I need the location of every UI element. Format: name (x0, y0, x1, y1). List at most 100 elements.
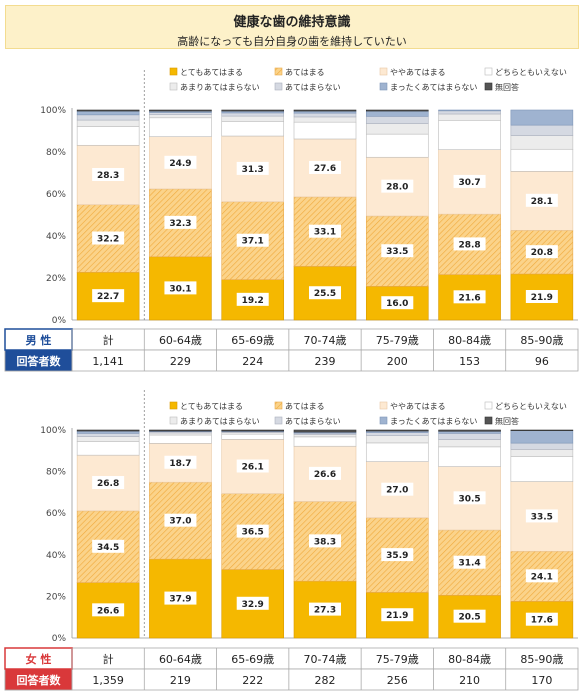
data-label: 37.0 (169, 517, 191, 527)
data-label-bg (309, 602, 341, 616)
data-label-bg (525, 193, 558, 207)
bar-segment (510, 449, 574, 457)
bar-segment (76, 110, 140, 116)
data-label-bg (381, 179, 414, 193)
data-label: 30.1 (169, 284, 191, 294)
legend-swatch (169, 67, 178, 76)
data-label: 32.3 (169, 219, 191, 229)
legend-swatch (169, 416, 178, 425)
count-value: 222 (242, 674, 263, 687)
bar-segment (438, 119, 501, 150)
legend-label: 無回答 (495, 82, 519, 92)
data-label-bg (164, 281, 197, 295)
category-label: 60-64歳 (159, 334, 202, 347)
bar-segment (149, 434, 212, 444)
legend-swatch (169, 82, 178, 91)
data-label-bg (92, 289, 125, 303)
data-label: 17.6 (531, 616, 553, 626)
legend-swatch (484, 401, 493, 410)
bar-segment (438, 110, 501, 115)
legend-swatch (274, 67, 283, 76)
data-label: 26.6 (314, 470, 336, 480)
bar-segment (221, 109, 285, 112)
bar-segment (365, 435, 429, 444)
data-label-bg (164, 215, 197, 229)
data-label-bg (236, 524, 269, 538)
legend-swatch (484, 416, 493, 425)
legend-label: あてはまらない (285, 83, 341, 92)
bar-segment (149, 109, 212, 112)
bar-segment (510, 135, 574, 150)
data-label: 28.3 (97, 171, 119, 181)
legend-label: どちらともいえない (495, 68, 567, 77)
bar-segment (221, 429, 285, 432)
legend-label: あてはまる (285, 402, 325, 411)
bar-segment (365, 133, 429, 158)
bar-segment (510, 456, 574, 482)
bar-segment (438, 109, 501, 112)
table-row (4, 328, 579, 351)
data-label: 30.5 (458, 494, 480, 504)
data-label-bg (453, 555, 486, 569)
count-value: 239 (315, 355, 336, 368)
category-label: 計 (103, 652, 114, 666)
data-label: 27.6 (314, 164, 336, 174)
data-label-bg (92, 476, 125, 490)
data-label: 38.3 (314, 537, 336, 547)
y-tick-label: 80% (46, 148, 66, 158)
bar-segment (149, 429, 212, 432)
legend-label: まったくあてはまらない (390, 417, 477, 426)
bar-segment (438, 429, 501, 432)
legend-swatch (379, 67, 388, 76)
legend-swatch (274, 416, 283, 425)
data-label-bg (236, 292, 269, 306)
category-label: 85-90歳 (520, 653, 563, 666)
category-label: 80-84歳 (448, 653, 491, 666)
data-label: 34.5 (97, 543, 119, 553)
category-label: 70-74歳 (304, 653, 347, 666)
legend-swatch (379, 416, 388, 425)
data-label-bg (309, 286, 341, 300)
y-tick-label: 100% (40, 106, 66, 116)
data-label-bg (236, 233, 269, 247)
y-tick-label: 60% (46, 190, 66, 200)
bar-segment (293, 110, 357, 114)
data-label: 27.3 (314, 606, 336, 616)
y-tick-label: 40% (46, 551, 66, 561)
bar-segment (149, 117, 212, 137)
table-row (4, 647, 579, 670)
data-label: 24.9 (169, 159, 191, 169)
data-label: 33.5 (386, 247, 408, 257)
count-value: 224 (242, 355, 263, 368)
bar-segment (293, 112, 357, 118)
bar-segment (438, 433, 501, 440)
bar-segment (293, 434, 357, 438)
count-value: 1,359 (92, 674, 124, 687)
legend-label: ややあてはまる (390, 402, 446, 411)
category-label: 75-79歳 (376, 653, 419, 666)
bar-segment (221, 112, 285, 117)
category-label: 70-74歳 (304, 334, 347, 347)
chart-header: 健康な歯の維持意識 高齢になっても自分自身の歯を維持していたい (5, 5, 579, 49)
chart-title: 健康な歯の維持意識 (233, 15, 351, 30)
count-value: 153 (459, 355, 480, 368)
legend-swatch (484, 67, 493, 76)
y-tick-label: 80% (46, 468, 66, 478)
bar-segment (221, 121, 285, 137)
legend-swatch (274, 82, 283, 91)
data-label-bg (381, 296, 414, 310)
table-row (4, 668, 579, 691)
data-label-bg (309, 224, 341, 238)
data-label: 35.9 (386, 551, 408, 561)
count-value: 256 (387, 674, 408, 687)
data-label-bg (525, 569, 558, 583)
data-label-bg (92, 603, 125, 617)
legend-label: とてもあてはまる (180, 68, 243, 77)
data-label: 32.9 (242, 600, 264, 610)
data-label: 20.5 (458, 613, 480, 623)
bar-segment (365, 429, 429, 432)
bar-segment (510, 429, 574, 431)
count-value: 219 (170, 674, 191, 687)
bar-segment (76, 429, 140, 432)
data-label-bg (164, 591, 197, 605)
